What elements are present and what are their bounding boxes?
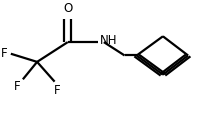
Text: F: F <box>1 47 8 60</box>
Text: NH: NH <box>99 34 117 47</box>
Text: O: O <box>63 2 72 15</box>
Text: F: F <box>54 84 60 97</box>
Text: F: F <box>14 81 21 93</box>
